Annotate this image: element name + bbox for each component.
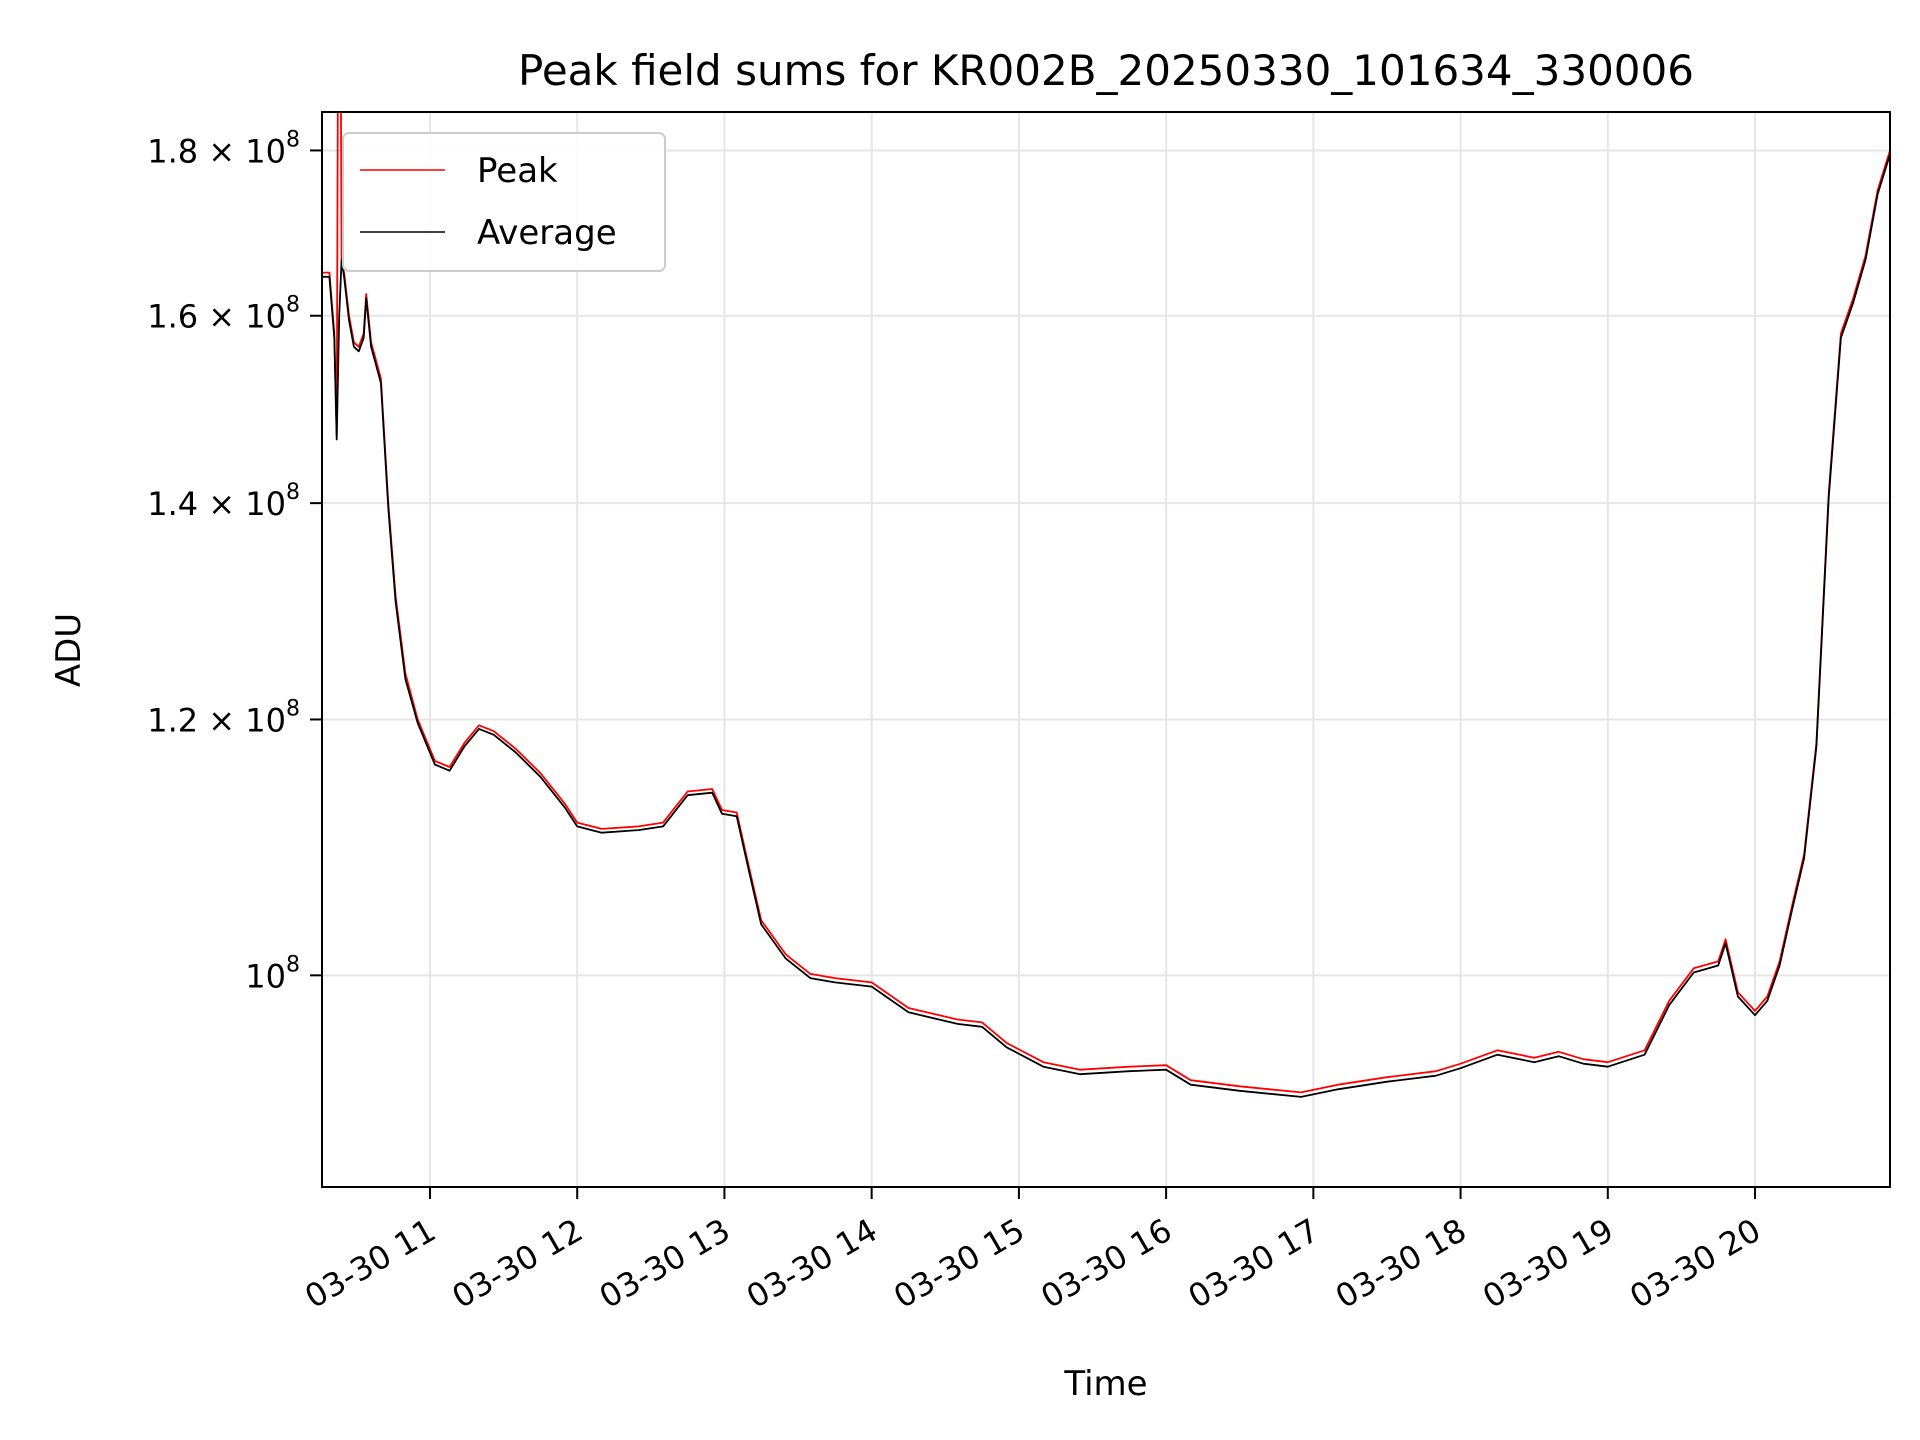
series-line-peak: [322, 112, 1890, 1094]
series-line-average: [322, 154, 1890, 1098]
y-axis-title: ADU: [49, 613, 89, 687]
series-layer: [322, 112, 1890, 1098]
chart-title: Peak field sums for KR002B_20250330_1016…: [518, 46, 1694, 95]
legend-label-average: Average: [477, 213, 617, 253]
plot-frame: [321, 111, 1891, 1188]
y-axis: 108 1.2 × 108 1.4 × 108 1.6 × 108 1.8 × 108: [147, 127, 322, 995]
grid: [322, 112, 1890, 1187]
y-tick-label: 1.6 × 108: [147, 293, 300, 336]
y-tick-label: 108: [245, 952, 300, 995]
y-tick-label: 1.4 × 108: [147, 480, 300, 523]
x-axis-title: Time: [1063, 1364, 1147, 1404]
y-tick-label: 1.2 × 108: [147, 696, 300, 739]
y-tick-label: 1.8 × 108: [147, 127, 300, 170]
legend: Peak Average: [342, 132, 666, 272]
legend-box: [342, 132, 666, 272]
legend-label-peak: Peak: [477, 151, 558, 191]
